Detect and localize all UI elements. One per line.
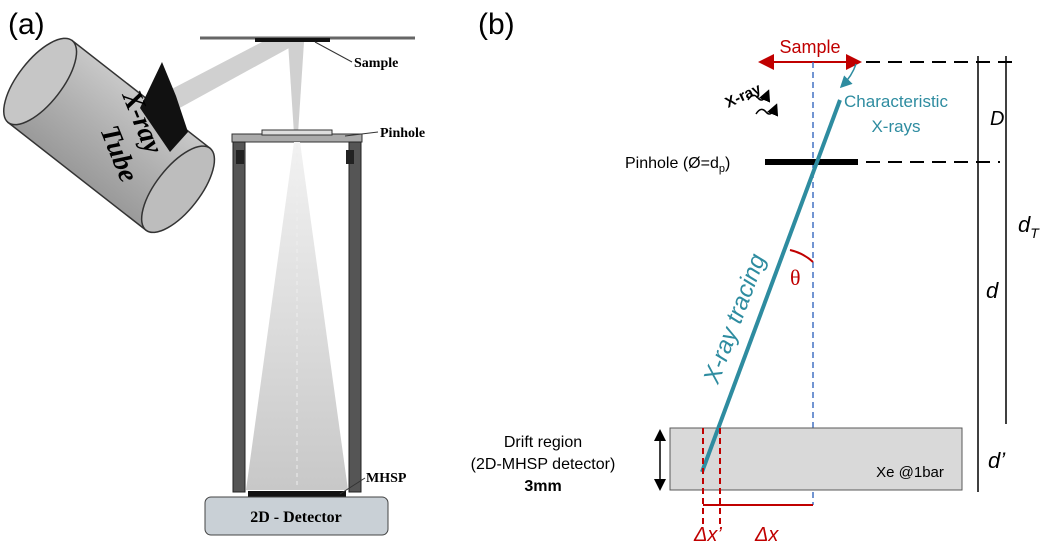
- pinhole: [262, 130, 332, 135]
- dx-label: Δx: [754, 524, 779, 546]
- mhsp-label: MHSP: [366, 471, 407, 486]
- post: [233, 142, 245, 492]
- bracket: [346, 150, 354, 164]
- theta-arc: [790, 250, 813, 262]
- gas-label: Xe @1bar: [876, 464, 944, 481]
- panel-label: (b): [478, 8, 515, 41]
- xray-label: X-ray: [723, 80, 765, 112]
- post: [349, 142, 361, 492]
- dT-label: dT: [1018, 212, 1040, 241]
- characteristic-label: X-rays: [871, 117, 920, 136]
- drift-label: Drift region: [504, 434, 582, 451]
- wave: [756, 106, 776, 114]
- ray: [702, 100, 840, 472]
- sample: [255, 38, 330, 42]
- d-prime-label: d’: [988, 448, 1006, 473]
- pinhole-close: ): [725, 155, 730, 172]
- detector-label: 2D - Detector: [250, 509, 342, 526]
- pinhole-label: Pinhole: [380, 126, 425, 141]
- emission-arrow: [842, 64, 856, 86]
- drift-label: 3mm: [524, 478, 561, 495]
- figure: (a) X-ray Tube Sample Pinhole MHSP 2D - …: [0, 0, 1047, 549]
- panel-label: (a): [8, 8, 45, 41]
- d-label: d: [986, 278, 999, 303]
- dT-sub: T: [1030, 225, 1040, 241]
- sample-label: Sample: [779, 37, 840, 57]
- dx-prime-label: Δx’: [693, 524, 722, 546]
- drift-label: (2D-MHSP detector): [471, 456, 616, 473]
- mhsp: [248, 491, 346, 497]
- sample-label: Sample: [354, 56, 398, 71]
- D-label: D: [990, 108, 1004, 130]
- theta-label: θ: [790, 265, 801, 290]
- characteristic-label: Characteristic: [844, 92, 948, 111]
- incident-beam: [166, 42, 300, 110]
- pinhole-label: Pinhole (Ø=dp): [625, 155, 730, 175]
- bracket: [236, 150, 244, 164]
- pinhole-text: Pinhole (Ø=d: [625, 155, 719, 172]
- dT-main: d: [1018, 212, 1031, 237]
- emitted-beam: [288, 42, 304, 134]
- leader: [315, 42, 352, 62]
